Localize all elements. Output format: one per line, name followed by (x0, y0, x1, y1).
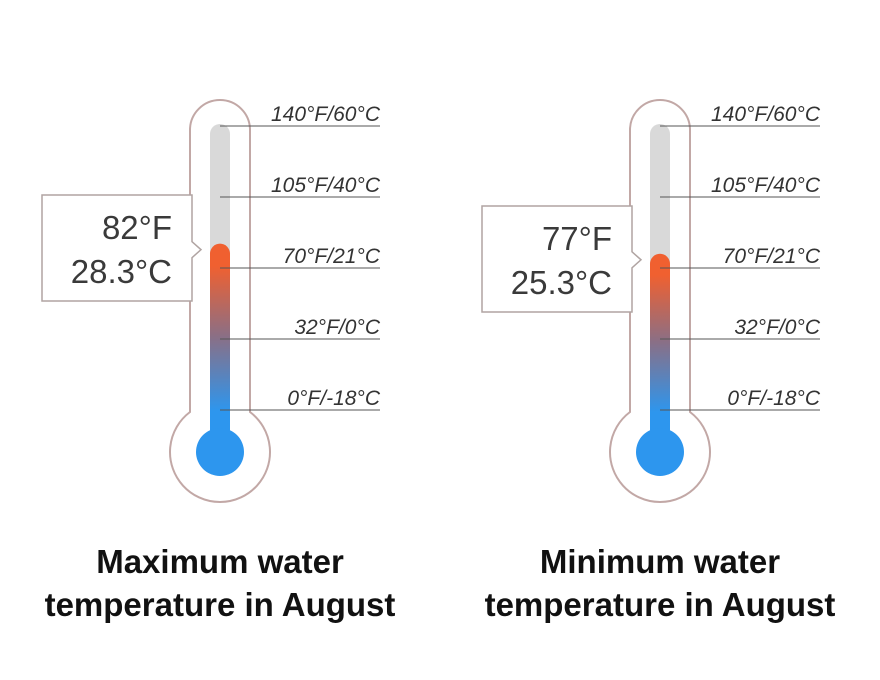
caption-max-line-2: temperature in August (44, 586, 396, 623)
value-celsius: 28.3°C (71, 253, 172, 290)
thermometer-max: 140°F/60°C 105°F/40°C 70°F/21°C 32°F/0°C 0°F… (41, 99, 381, 503)
caption-max: Maximum water temperature in August (0, 540, 440, 626)
tick-label: 32°F/0°C (294, 316, 380, 339)
tick-label: 70°F/21°C (283, 245, 381, 268)
mercury-bulb (636, 428, 684, 476)
caption-min-line-2: temperature in August (484, 586, 836, 623)
caption-max-line-1: Maximum water (96, 543, 344, 580)
mercury-bulb (196, 428, 244, 476)
tick-label: 140°F/60°C (711, 103, 821, 126)
caption-min-line-1: Minimum water (539, 543, 781, 580)
tick-label: 0°F/-18°C (287, 387, 380, 410)
tick-label: 70°F/21°C (723, 245, 821, 268)
value-fahrenheit: 82°F (102, 209, 172, 246)
tick-label: 105°F/40°C (711, 174, 821, 197)
tick-label: 32°F/0°C (734, 316, 820, 339)
value-callout (41, 194, 203, 302)
mercury-column (650, 253, 670, 440)
tick-label: 0°F/-18°C (727, 387, 820, 410)
mercury-column (210, 243, 230, 440)
tick-label: 105°F/40°C (271, 174, 381, 197)
value-callout (481, 205, 643, 313)
value-fahrenheit: 77°F (542, 220, 612, 257)
value-celsius: 25.3°C (511, 264, 612, 301)
caption-min: Minimum water temperature in August (440, 540, 880, 626)
tick-label: 140°F/60°C (271, 103, 381, 126)
thermometer-min: 140°F/60°C 105°F/40°C 70°F/21°C 32°F/0°C 0°F… (481, 99, 821, 503)
